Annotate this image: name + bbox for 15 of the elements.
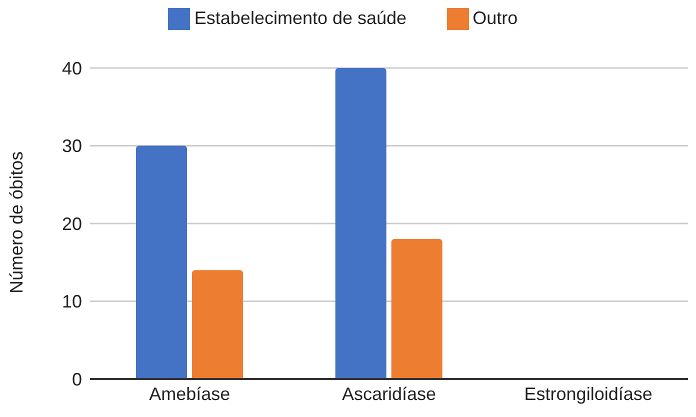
bar: [391, 239, 442, 379]
legend-label: Estabelecimento de saúde: [194, 8, 407, 28]
bar: [335, 68, 386, 379]
y-tick-label: 10: [62, 292, 82, 312]
y-tick-label: 40: [62, 58, 82, 78]
x-tick-label: Ascaridíase: [342, 384, 436, 404]
x-tick-label: Estrongiloidíase: [524, 384, 652, 404]
y-tick-label: 30: [62, 136, 82, 156]
y-axis-title: Número de óbitos: [6, 151, 26, 294]
y-tick-label: 20: [62, 214, 82, 234]
x-tick-label: Amebíase: [149, 384, 230, 404]
y-tick-label: 0: [72, 369, 82, 390]
bar: [136, 146, 187, 379]
bar: [192, 270, 243, 379]
legend-label: Outro: [472, 8, 518, 28]
